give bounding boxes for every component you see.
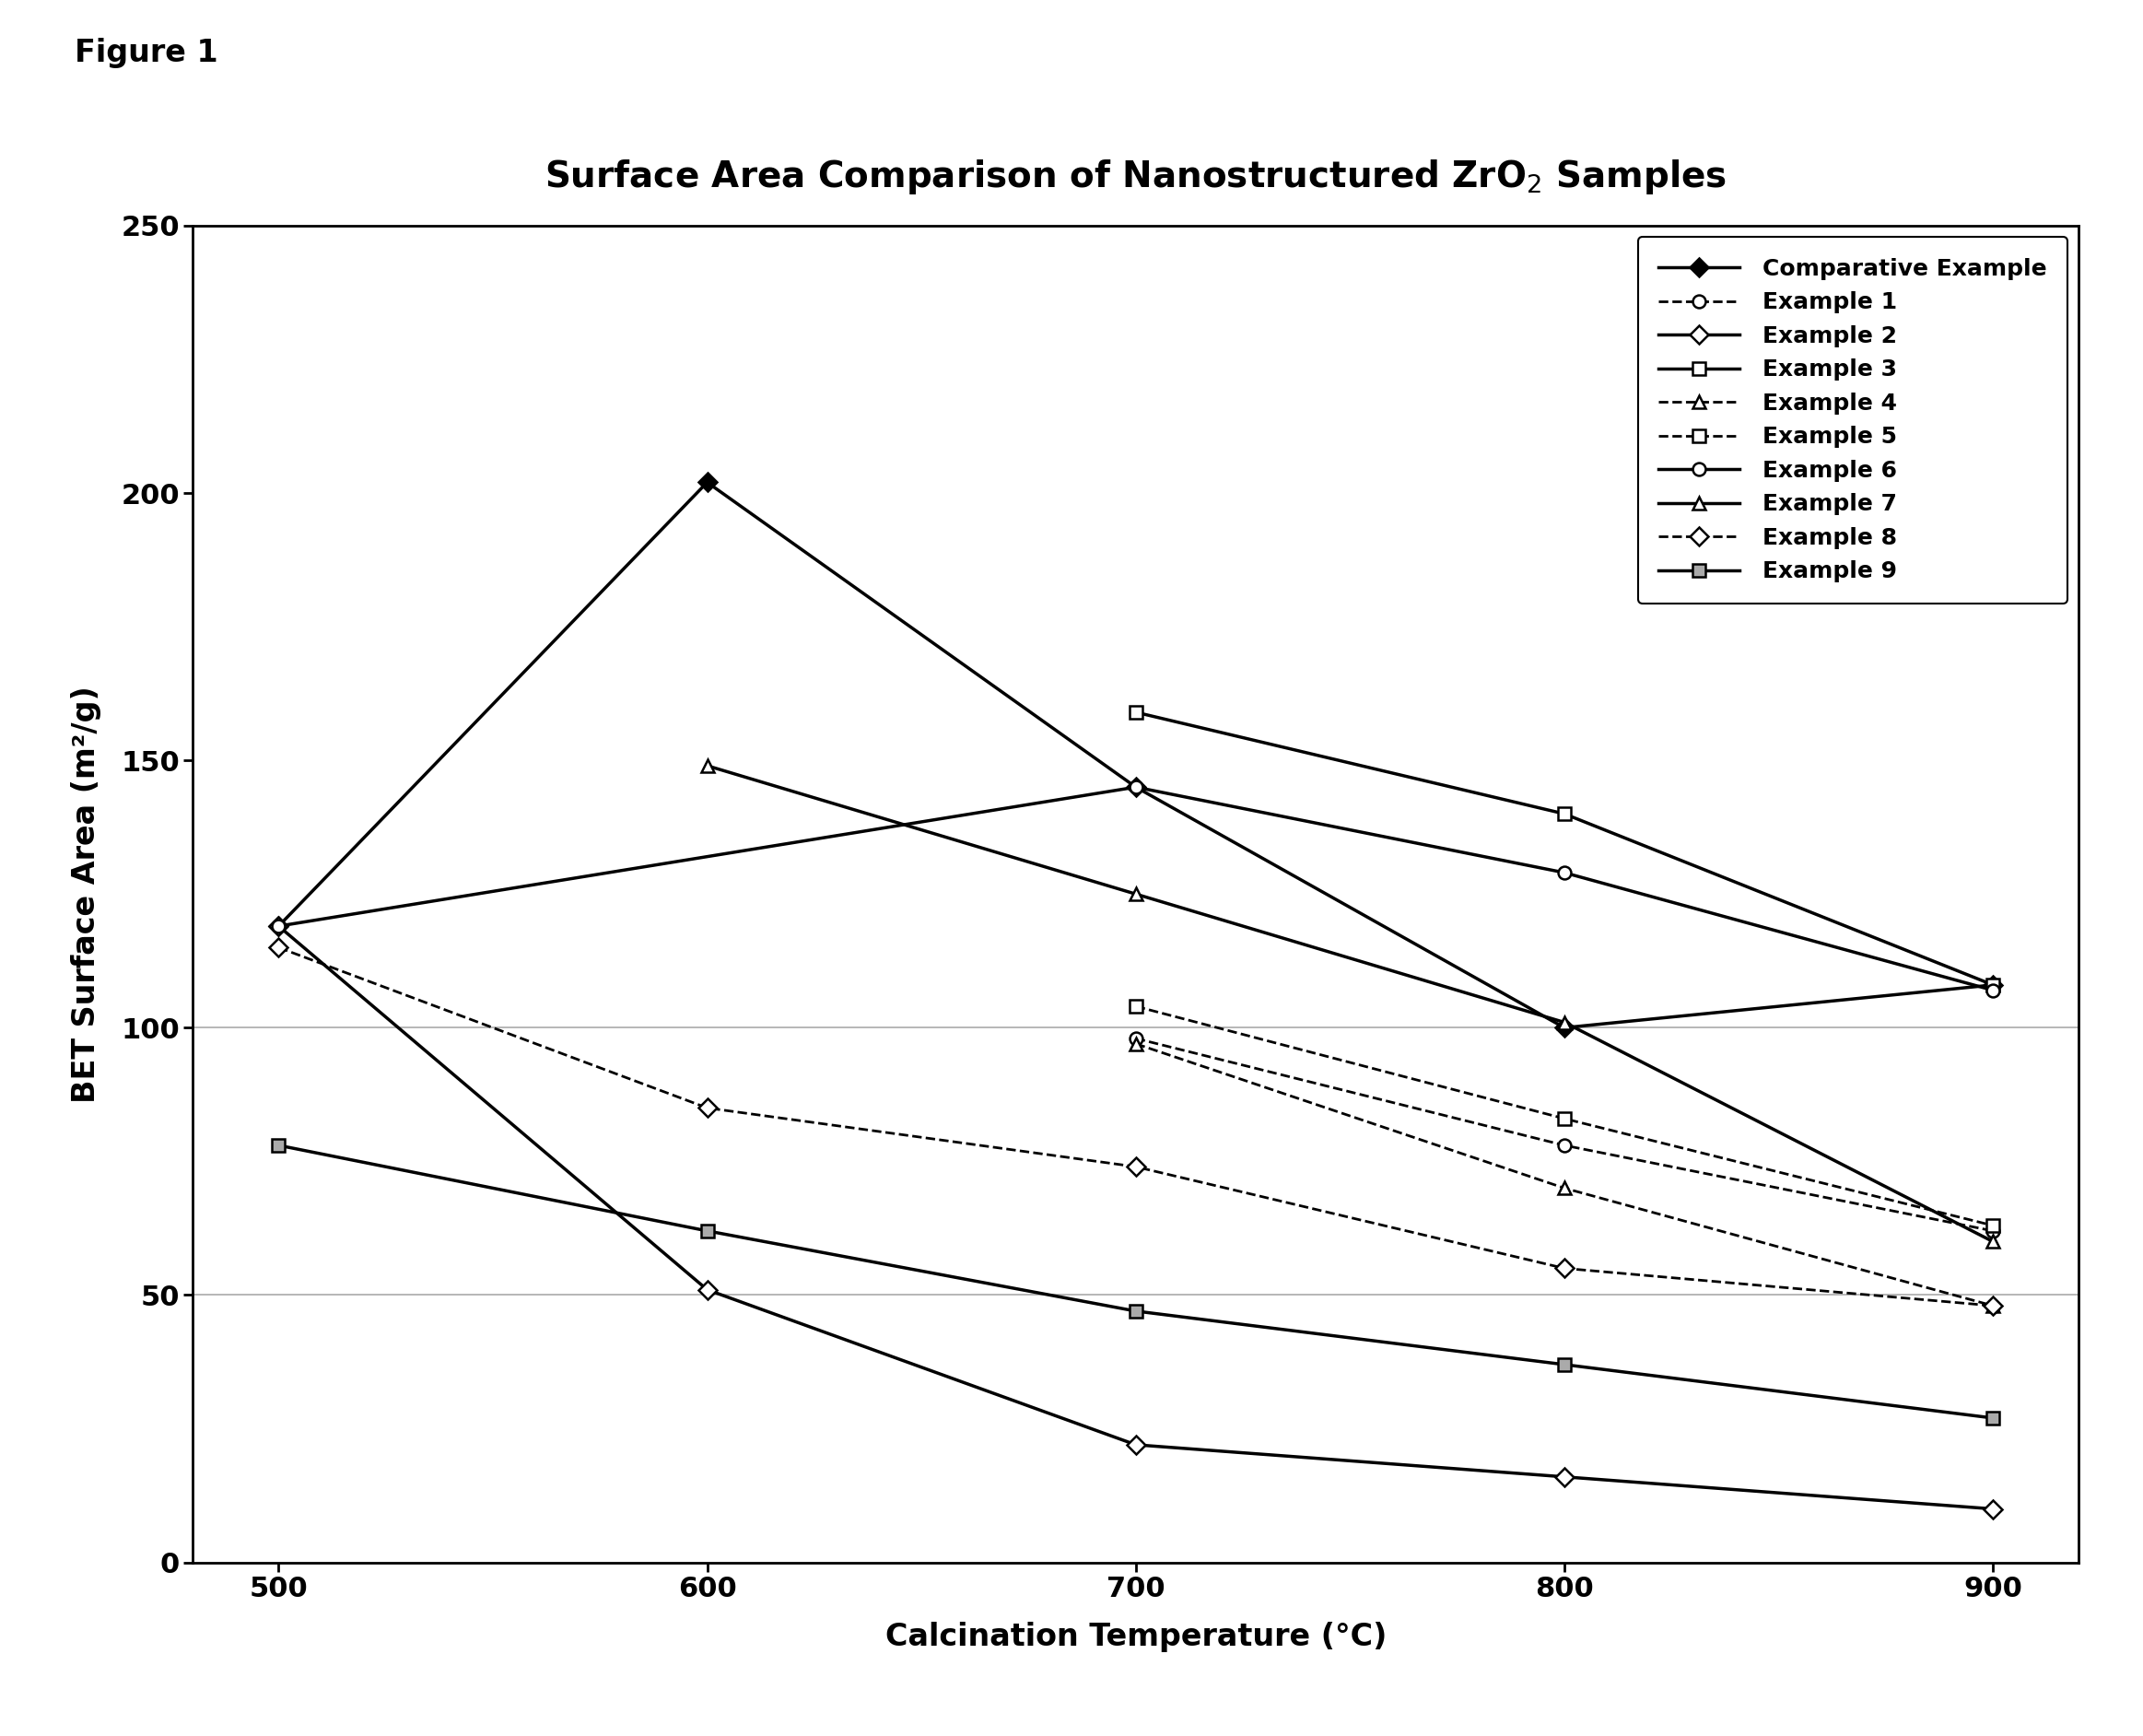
Example 5 (1980, 1215, 2006, 1236)
Example 2 (1123, 1434, 1149, 1455)
Example 2 (694, 1279, 720, 1300)
Example 1 (1123, 1028, 1149, 1049)
Line: Example 4: Example 4 (1129, 1038, 1999, 1312)
Example 9 (1552, 1354, 1577, 1375)
Example 4 (1552, 1177, 1577, 1198)
Line: Example 5: Example 5 (1129, 1000, 1999, 1233)
Example 6 (1980, 979, 2006, 1000)
Example 1 (1552, 1135, 1577, 1156)
Example 5 (1123, 996, 1149, 1017)
Example 4 (1980, 1295, 2006, 1316)
Example 3 (1980, 974, 2006, 995)
Comparative Example (266, 915, 291, 936)
Line: Comparative Example: Comparative Example (272, 476, 1999, 1035)
Comparative Example (1980, 974, 2006, 995)
Example 2 (266, 915, 291, 936)
Example 9 (1980, 1408, 2006, 1429)
Line: Example 6: Example 6 (272, 781, 1999, 996)
Line: Example 9: Example 9 (272, 1139, 1999, 1425)
Example 3 (1552, 804, 1577, 825)
Comparative Example (1123, 776, 1149, 797)
Example 8 (1552, 1259, 1577, 1279)
Example 6 (1552, 863, 1577, 884)
Example 7 (1980, 1231, 2006, 1252)
Example 7 (1552, 1012, 1577, 1033)
Example 1 (1980, 1220, 2006, 1241)
Example 8 (1123, 1156, 1149, 1177)
Example 2 (1980, 1498, 2006, 1519)
Example 6 (266, 915, 291, 936)
Line: Example 1: Example 1 (1129, 1031, 1999, 1238)
Legend: Comparative Example, Example 1, Example 2, Example 3, Example 4, Example 5, Exam: Comparative Example, Example 1, Example … (1637, 238, 2068, 604)
Example 9 (1123, 1300, 1149, 1321)
Comparative Example (1552, 1017, 1577, 1038)
Example 4 (1123, 1033, 1149, 1054)
Example 8 (694, 1097, 720, 1118)
X-axis label: Calcination Temperature (°C): Calcination Temperature (°C) (885, 1621, 1387, 1653)
Example 5 (1552, 1108, 1577, 1128)
Text: Figure 1: Figure 1 (75, 38, 219, 69)
Example 8 (266, 937, 291, 958)
Example 8 (1980, 1295, 2006, 1316)
Example 9 (266, 1135, 291, 1156)
Example 7 (694, 755, 720, 776)
Line: Example 2: Example 2 (272, 920, 1999, 1516)
Comparative Example (694, 472, 720, 493)
Example 6 (1123, 776, 1149, 797)
Example 2 (1552, 1467, 1577, 1488)
Line: Example 3: Example 3 (1129, 707, 1999, 991)
Title: Surface Area Comparison of Nanostructured ZrO$_2$ Samples: Surface Area Comparison of Nanostructure… (544, 158, 1727, 196)
Line: Example 7: Example 7 (701, 759, 1999, 1248)
Example 7 (1123, 884, 1149, 904)
Example 3 (1123, 701, 1149, 722)
Line: Example 8: Example 8 (272, 941, 1999, 1312)
Example 9 (694, 1220, 720, 1241)
Y-axis label: BET Surface Area (m²/g): BET Surface Area (m²/g) (71, 686, 101, 1102)
